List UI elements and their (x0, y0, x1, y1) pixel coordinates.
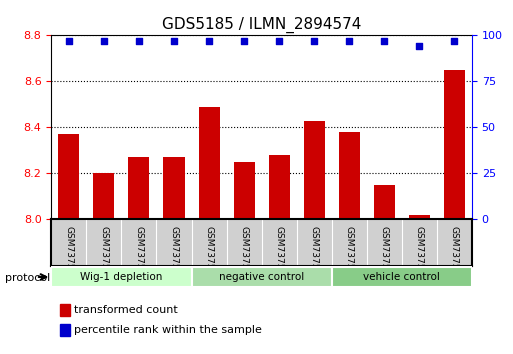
Text: GSM737540: GSM737540 (64, 227, 73, 281)
Point (135, 38, 143, 44)
Text: transformed count: transformed count (74, 305, 178, 315)
Bar (304, 121, 325, 219)
Bar (93, 173, 114, 219)
Text: vehicle control: vehicle control (363, 272, 440, 282)
Title: GDS5185 / ILMN_2894574: GDS5185 / ILMN_2894574 (162, 16, 361, 33)
Text: GSM737542: GSM737542 (134, 227, 144, 281)
Point (205, 38, 213, 44)
Bar (339, 132, 360, 219)
Bar (128, 158, 149, 219)
Text: percentile rank within the sample: percentile rank within the sample (74, 325, 262, 335)
FancyBboxPatch shape (51, 267, 191, 287)
Point (450, 38, 459, 44)
Text: GSM737541: GSM737541 (100, 227, 108, 281)
Point (65, 38, 73, 44)
Text: GSM737539: GSM737539 (450, 227, 459, 281)
Bar (58, 135, 80, 219)
Bar (409, 215, 430, 219)
Bar (374, 185, 395, 219)
Point (100, 38, 108, 44)
FancyBboxPatch shape (191, 267, 332, 287)
Text: GSM737536: GSM737536 (345, 227, 354, 281)
Point (170, 38, 178, 44)
Point (345, 38, 353, 44)
Point (275, 38, 283, 44)
Bar (199, 107, 220, 219)
Text: GSM737546: GSM737546 (274, 227, 284, 281)
Point (310, 38, 318, 44)
Point (415, 44, 423, 49)
Bar (233, 162, 254, 219)
Text: GSM737545: GSM737545 (240, 227, 249, 281)
Point (240, 38, 248, 44)
Bar (60, 324, 70, 336)
Text: GSM737544: GSM737544 (205, 227, 213, 281)
Text: GSM737547: GSM737547 (310, 227, 319, 281)
Text: GSM737537: GSM737537 (380, 227, 389, 281)
Bar (269, 155, 290, 219)
FancyBboxPatch shape (332, 267, 472, 287)
Bar (60, 304, 70, 316)
Text: GSM737538: GSM737538 (415, 227, 424, 281)
Text: Wig-1 depletion: Wig-1 depletion (80, 272, 163, 282)
Bar (164, 158, 185, 219)
Point (380, 38, 388, 44)
Text: negative control: negative control (219, 272, 304, 282)
Bar (444, 70, 465, 219)
Text: GSM737543: GSM737543 (169, 227, 179, 281)
Text: protocol: protocol (5, 273, 50, 283)
